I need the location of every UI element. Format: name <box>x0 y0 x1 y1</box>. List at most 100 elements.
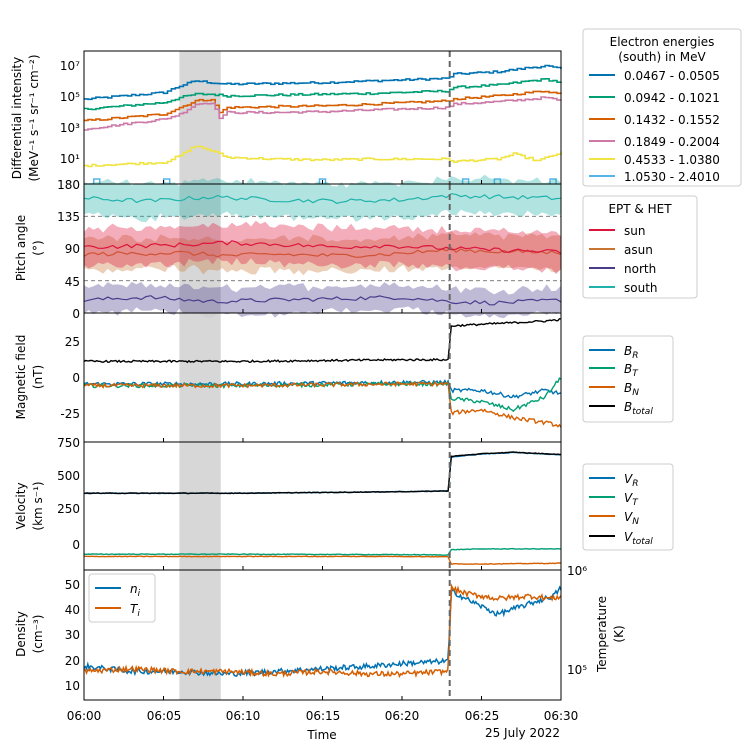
legend-entry-main: V <box>624 491 633 505</box>
legend-entry: north <box>624 262 656 276</box>
axes-frame <box>83 569 562 701</box>
legend-entry: 0.0942 - 0.1021 <box>624 91 720 105</box>
xtick-label: 06:05 <box>147 709 182 723</box>
pitch-angle-panel <box>83 174 562 319</box>
legend-entry: BN <box>624 381 639 398</box>
legend-entry-sub: total <box>632 407 653 417</box>
shaded-interval <box>179 184 221 313</box>
shaded-interval <box>179 313 221 442</box>
ytick-label: 0 <box>72 538 80 552</box>
intensity-yticks: 10⁷ 10⁵ 10³ 10¹ <box>60 59 80 166</box>
bfield-legend: BR BT BN Btotal <box>582 335 674 423</box>
legend-frame <box>88 573 156 623</box>
shaded-interval <box>179 570 221 700</box>
pitch-yticks: 180 135 90 45 0 <box>57 178 80 321</box>
legend-entry-sub: total <box>632 537 653 547</box>
legend-entry-main: T <box>130 602 139 616</box>
legend-entry-main: B <box>624 381 632 395</box>
legend-entry-main: B <box>624 400 632 414</box>
ytick-label: 250 <box>57 502 80 516</box>
magnetic-field-panel <box>83 313 562 442</box>
temperature-ylabel: Temperature (K) <box>595 596 626 673</box>
intensity-panel <box>84 51 562 184</box>
date-label: 25 July 2022 <box>485 726 560 740</box>
density-ylabel: Density (cm⁻³) <box>14 611 45 657</box>
x-axis-label: Time <box>306 728 336 742</box>
legend-entry: Vtotal <box>624 530 653 547</box>
pitch-band-north <box>84 281 561 319</box>
ytick-label: 40 <box>65 603 80 617</box>
density-panel <box>83 570 562 700</box>
axes-frame <box>83 441 562 571</box>
ytick-label: 750 <box>57 436 80 450</box>
legend-entry: Btotal <box>624 400 653 417</box>
legend-frame <box>582 28 742 187</box>
pitch-line-south <box>83 193 562 204</box>
xtick-label: 06:25 <box>465 709 500 723</box>
legend-entry-sub: i <box>137 609 140 619</box>
pitch-angle-ylabel: Pitch angle (°) <box>14 215 45 281</box>
velocity-ylabel: Velocity (km s⁻¹) <box>14 481 45 530</box>
ytick-label: 10¹ <box>60 152 80 166</box>
density-line-T_i <box>83 583 562 679</box>
ytick-label: 20 <box>65 654 80 668</box>
ytick-label: 10 <box>65 679 80 693</box>
velocity-yticks: 750 500 250 0 <box>57 436 80 552</box>
shaded-interval <box>179 51 221 184</box>
legend-entry: ni <box>130 582 141 599</box>
ytick-label-right: 10⁶ <box>567 564 587 578</box>
x-tick-labels: 06:00 06:05 06:10 06:15 06:20 06:25 06:3… <box>67 709 579 723</box>
velocity-line-V_R <box>83 451 562 495</box>
legend-entry: 0.4533 - 1.0380 <box>624 153 720 167</box>
bfield-line-B_T <box>83 377 562 413</box>
xtick-label: 06:20 <box>385 709 420 723</box>
velocity-ylabel-line2: (km s⁻¹) <box>31 481 45 530</box>
legend-entry-sub: N <box>632 388 639 398</box>
legend-entry: VN <box>624 510 639 527</box>
legend-entry-sub: R <box>632 351 638 361</box>
velocity-line-V_T <box>83 547 561 556</box>
legend-entry: VT <box>624 491 639 508</box>
bfield-yticks: 25 0 -25 <box>60 335 80 421</box>
ytick-label: 500 <box>57 469 80 483</box>
ytick-label: 10³ <box>60 121 80 135</box>
legend-entry: 1.0530 - 2.4010 <box>624 170 720 184</box>
velocity-ylabel-line1: Velocity <box>14 482 28 529</box>
series-line-0.1432-0.1552 <box>84 90 562 122</box>
legend-entry-sub: R <box>632 479 638 489</box>
intensity-ylabel: Differential intensity (MeV⁻¹ s⁻¹ sr⁻¹ c… <box>10 54 41 181</box>
velocity-line-V_N <box>84 555 561 565</box>
temperature-ylabel-line2: (K) <box>612 625 626 642</box>
legend-entry: sun <box>624 224 645 238</box>
xtick-label: 06:15 <box>306 709 341 723</box>
velocity-legend: VR VT VN Vtotal <box>582 463 674 551</box>
legend-entry: 0.1432 - 0.1552 <box>624 113 720 127</box>
legend-entry-sub: T <box>632 369 639 379</box>
legend-entry-main: n <box>130 582 138 596</box>
xtick-label: 06:30 <box>544 709 579 723</box>
legend-frame <box>582 463 674 551</box>
bfield-ylabel-line1: Magnetic field <box>14 335 28 420</box>
ytick-label: 10⁵ <box>60 90 80 104</box>
xtick-label: 06:10 <box>226 709 261 723</box>
temperature-ylabel-line1: Temperature <box>595 596 609 673</box>
pitch-line-sun <box>83 240 562 254</box>
legend-entry-sub: T <box>632 498 639 508</box>
legend-entry-main: V <box>624 472 633 486</box>
legend-entry: VR <box>624 472 638 489</box>
density-ylabel-line1: Density <box>14 611 28 657</box>
bfield-ylabel-line2: (nT) <box>31 365 45 389</box>
ytick-label: 30 <box>65 628 80 642</box>
shaded-interval <box>179 442 221 570</box>
legend-frame <box>582 335 674 423</box>
intensity-ylabel-line2: (MeV⁻¹ s⁻¹ sr⁻¹ cm⁻²) <box>27 54 41 181</box>
legend-entry: BR <box>624 344 639 361</box>
density-line-n_i <box>83 585 562 678</box>
ytick-label: 10⁷ <box>60 59 80 73</box>
ytick-label: -25 <box>60 407 80 421</box>
legend-entry: south <box>624 281 658 295</box>
velocity-line-V_total <box>83 451 562 495</box>
magnetic-field-ylabel: Magnetic field (nT) <box>14 335 45 420</box>
legend-title: EPT & HET <box>608 202 672 216</box>
